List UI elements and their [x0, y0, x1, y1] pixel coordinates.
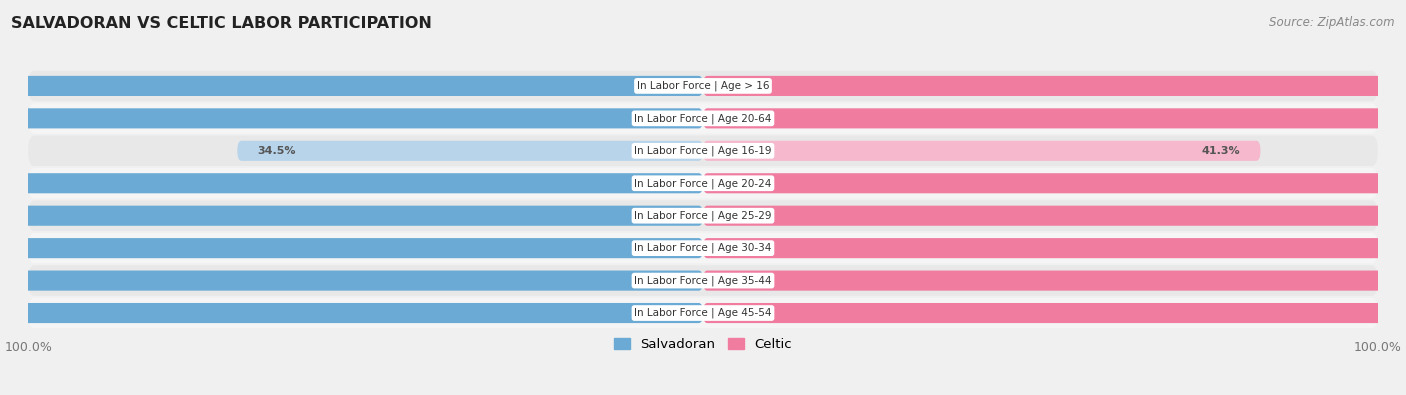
- FancyBboxPatch shape: [703, 76, 1406, 96]
- Legend: Salvadoran, Celtic: Salvadoran, Celtic: [613, 338, 793, 351]
- FancyBboxPatch shape: [0, 108, 703, 128]
- FancyBboxPatch shape: [703, 173, 1406, 193]
- Text: In Labor Force | Age 45-54: In Labor Force | Age 45-54: [634, 308, 772, 318]
- FancyBboxPatch shape: [28, 200, 1378, 231]
- Text: Source: ZipAtlas.com: Source: ZipAtlas.com: [1270, 16, 1395, 29]
- FancyBboxPatch shape: [0, 271, 703, 291]
- FancyBboxPatch shape: [28, 265, 1378, 296]
- FancyBboxPatch shape: [28, 233, 1378, 263]
- Text: 34.5%: 34.5%: [257, 146, 297, 156]
- FancyBboxPatch shape: [28, 135, 1378, 166]
- FancyBboxPatch shape: [703, 141, 1260, 161]
- Text: SALVADORAN VS CELTIC LABOR PARTICIPATION: SALVADORAN VS CELTIC LABOR PARTICIPATION: [11, 16, 432, 31]
- Text: In Labor Force | Age 25-29: In Labor Force | Age 25-29: [634, 211, 772, 221]
- FancyBboxPatch shape: [0, 303, 703, 323]
- FancyBboxPatch shape: [0, 76, 703, 96]
- FancyBboxPatch shape: [0, 238, 703, 258]
- FancyBboxPatch shape: [703, 271, 1406, 291]
- FancyBboxPatch shape: [238, 141, 703, 161]
- FancyBboxPatch shape: [703, 303, 1406, 323]
- Text: In Labor Force | Age 16-19: In Labor Force | Age 16-19: [634, 145, 772, 156]
- FancyBboxPatch shape: [0, 206, 703, 226]
- Text: In Labor Force | Age 35-44: In Labor Force | Age 35-44: [634, 275, 772, 286]
- FancyBboxPatch shape: [28, 103, 1378, 134]
- FancyBboxPatch shape: [703, 108, 1406, 128]
- Text: In Labor Force | Age > 16: In Labor Force | Age > 16: [637, 81, 769, 91]
- Text: In Labor Force | Age 20-24: In Labor Force | Age 20-24: [634, 178, 772, 188]
- Text: 41.3%: 41.3%: [1202, 146, 1240, 156]
- Text: In Labor Force | Age 20-64: In Labor Force | Age 20-64: [634, 113, 772, 124]
- Text: In Labor Force | Age 30-34: In Labor Force | Age 30-34: [634, 243, 772, 254]
- FancyBboxPatch shape: [703, 238, 1406, 258]
- FancyBboxPatch shape: [28, 71, 1378, 101]
- FancyBboxPatch shape: [28, 168, 1378, 199]
- FancyBboxPatch shape: [28, 298, 1378, 328]
- FancyBboxPatch shape: [703, 206, 1406, 226]
- FancyBboxPatch shape: [0, 173, 703, 193]
